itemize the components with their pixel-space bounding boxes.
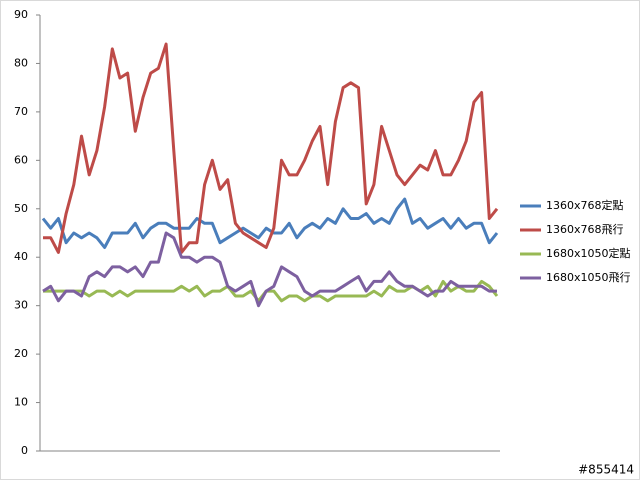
y-tick-label: 10 [14,396,28,409]
y-tick-label: 0 [21,444,28,457]
y-tick-label: 60 [14,153,28,166]
watermark: #855414 [578,463,634,477]
y-tick-label: 70 [14,105,28,118]
legend-label: 1680x1050飛行 [546,271,631,284]
series-line [42,231,497,308]
legend-label: 1360x768定點 [546,198,624,212]
y-tick-label: 90 [14,8,28,21]
y-tick-label: 40 [14,250,28,263]
series-line [41,197,499,249]
series-line [43,42,499,254]
y-tick-label: 30 [14,299,28,312]
y-tick-label: 80 [14,56,28,69]
legend-label: 1680x1050定點 [546,246,631,260]
legend-label: 1360x768飛行 [546,223,624,236]
y-tick-label: 20 [14,347,28,360]
y-tick-label: 50 [14,202,28,215]
